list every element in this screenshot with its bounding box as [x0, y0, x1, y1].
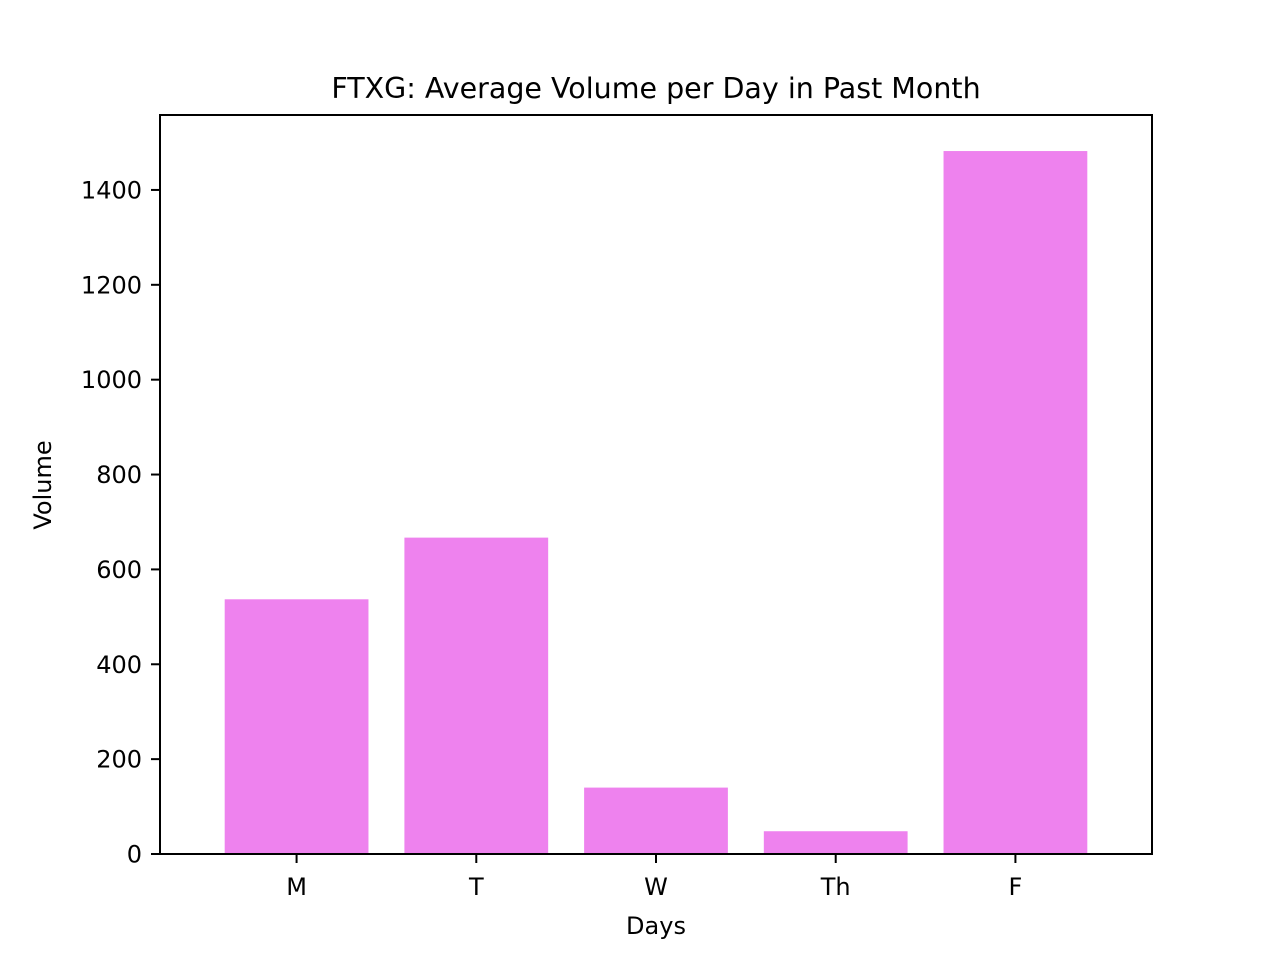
x-tick-label: F [1009, 873, 1023, 901]
bars-layer [224, 151, 1088, 855]
chart-title: FTXG: Average Volume per Day in Past Mon… [331, 72, 980, 105]
bar-w [584, 787, 728, 854]
x-tick-label: T [468, 873, 484, 901]
y-axis-label: Volume [29, 440, 57, 529]
x-tick-label: Th [820, 873, 851, 901]
bar-th [763, 831, 908, 854]
y-tick-label: 1200 [81, 271, 142, 299]
y-tick-label: 800 [96, 461, 142, 489]
x-axis-label: Days [626, 912, 686, 940]
bar-t [404, 537, 549, 854]
y-axis: 0 200 400 600 800 1000 1200 1400 [81, 176, 160, 869]
bar-f [943, 151, 1088, 855]
y-tick-label: 0 [127, 841, 142, 869]
y-tick-label: 1000 [81, 366, 142, 394]
bar-m [224, 599, 369, 854]
x-axis: M T W Th F [286, 854, 1022, 901]
y-tick-label: 600 [96, 556, 142, 584]
y-tick-label: 1400 [81, 176, 142, 204]
y-tick-label: 400 [96, 651, 142, 679]
x-tick-label: M [286, 873, 307, 901]
y-tick-label: 200 [96, 746, 142, 774]
x-tick-label: W [644, 873, 668, 901]
